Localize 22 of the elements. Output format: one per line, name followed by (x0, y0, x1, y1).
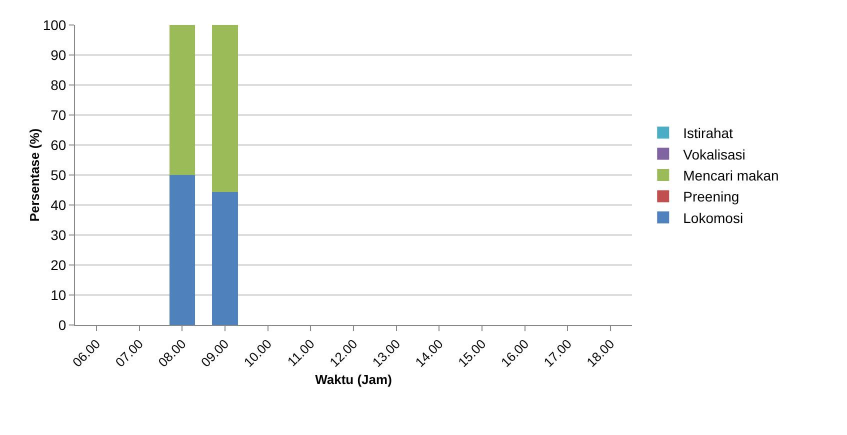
y-tick-label: 70 (50, 106, 66, 123)
y-tick-label: 10 (50, 286, 66, 303)
bar (169, 25, 195, 175)
legend-label: Preening (683, 188, 740, 205)
y-tick-label: 40 (50, 196, 66, 213)
y-tick-label: 60 (50, 136, 66, 153)
legend-label: Lokomosi (683, 210, 744, 226)
y-tick-label: 30 (50, 226, 66, 243)
y-tick-label: 0 (58, 316, 66, 333)
x-axis-title: Waktu (Jam) (315, 372, 392, 387)
y-tick-label: 90 (50, 46, 66, 63)
legend-label: Mencari makan (683, 167, 779, 184)
legend-label: Vokalisasi (683, 146, 746, 162)
bar (169, 175, 195, 325)
y-tick-label: 50 (50, 166, 66, 183)
bar (212, 25, 238, 192)
bar (212, 192, 238, 325)
y-tick-label: 100 (42, 16, 66, 33)
y-tick-label: 80 (50, 76, 66, 93)
y-tick-label: 20 (50, 256, 66, 273)
y-axis-title: Persentase (%) (27, 128, 42, 222)
legend-label: Istirahat (683, 125, 734, 142)
